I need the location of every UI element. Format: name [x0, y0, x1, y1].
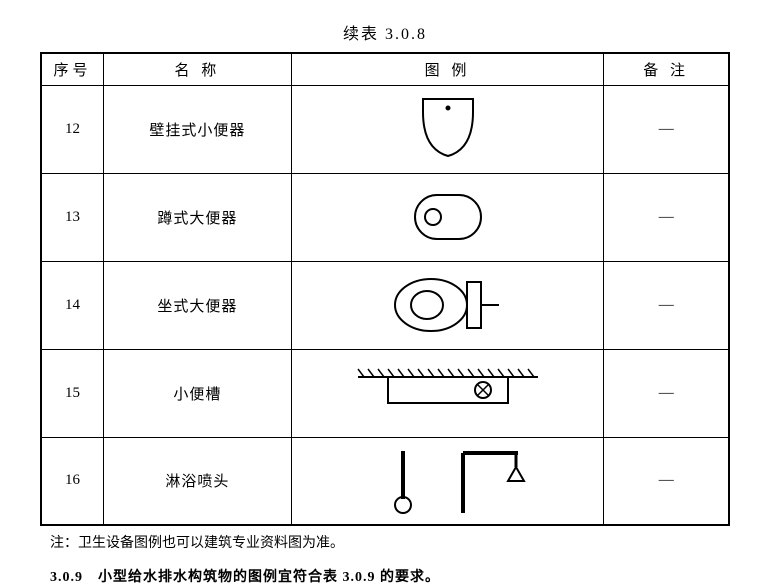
cell-note: —	[604, 173, 729, 261]
header-note: 备 注	[604, 53, 729, 85]
header-num: 序号	[41, 53, 104, 85]
cell-note: —	[604, 261, 729, 349]
cell-name: 小便槽	[104, 349, 292, 437]
cell-legend	[291, 85, 604, 173]
cell-name: 蹲式大便器	[104, 173, 292, 261]
cell-num: 14	[41, 261, 104, 349]
table-row: 14 坐式大便器 —	[41, 261, 729, 349]
cell-note: —	[604, 85, 729, 173]
cell-name: 淋浴喷头	[104, 437, 292, 525]
section-footer: 3.0.9 小型给水排水构筑物的图例宜符合表 3.0.9 的要求。	[40, 566, 730, 586]
table-row: 15 小便槽 —	[41, 349, 729, 437]
urinal-wall-icon	[408, 94, 488, 164]
sit-toilet-icon	[383, 270, 513, 340]
table-title: 续表 3.0.8	[40, 20, 730, 44]
cell-name: 坐式大便器	[104, 261, 292, 349]
cell-legend	[291, 173, 604, 261]
cell-num: 13	[41, 173, 104, 261]
cell-legend	[291, 261, 604, 349]
cell-legend	[291, 349, 604, 437]
urinal-trough-icon	[348, 363, 548, 423]
cell-note: —	[604, 437, 729, 525]
cell-num: 16	[41, 437, 104, 525]
cell-note: —	[604, 349, 729, 437]
table-row: 12 壁挂式小便器 —	[41, 85, 729, 173]
table-row: 13 蹲式大便器 —	[41, 173, 729, 261]
cell-num: 12	[41, 85, 104, 173]
cell-legend	[291, 437, 604, 525]
header-row: 序号 名 称 图 例 备 注	[41, 53, 729, 85]
shower-head-icon	[358, 443, 538, 519]
squat-toilet-icon	[403, 187, 493, 247]
header-legend: 图 例	[291, 53, 604, 85]
cell-num: 15	[41, 349, 104, 437]
cell-name: 壁挂式小便器	[104, 85, 292, 173]
legend-table: 序号 名 称 图 例 备 注 12 壁挂式小便器 — 13 蹲式大便器 — 14…	[40, 52, 730, 526]
table-row: 16 淋浴喷头 —	[41, 437, 729, 525]
table-footnote: 注：卫生设备图例也可以建筑专业资料图为准。	[40, 532, 730, 552]
header-name: 名 称	[104, 53, 292, 85]
